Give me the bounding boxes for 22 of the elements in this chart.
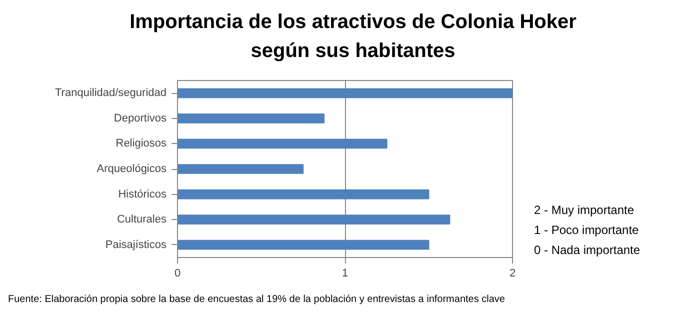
x-tick-label: 2 [509,268,516,280]
x-tick-label: 0 [174,268,181,280]
bar [178,240,430,250]
bar [178,189,430,200]
y-tick-label: Tranquilidad/seguridad [55,87,166,100]
x-tick-label: 1 [342,268,348,280]
y-tick-label: Culturales [116,214,167,226]
chart-title: Importancia de los atractivos de Colonia Hoker según sus habitantes [130,10,576,64]
bar [178,214,450,225]
y-tick-label: Históricos [118,188,167,200]
bar [178,114,325,124]
text: 2 - Muy importante [534,203,634,218]
source-note: Fuente: Elaboración propia sobre la base de encuestas al 19% de la población y entrevistas a informantes clave [8,293,505,308]
y-tick-label: Religiosos [116,138,167,150]
text: 1 - Poco importante [534,223,639,238]
y-tick-label: Paisajísticos [105,238,167,251]
text: 0 - Nada importante [534,243,640,258]
bar [178,88,512,98]
y-tick-label: Arqueológicos [96,163,167,176]
bar [178,164,304,174]
bar [178,138,388,149]
y-tick-label: Deportivos [114,112,167,125]
